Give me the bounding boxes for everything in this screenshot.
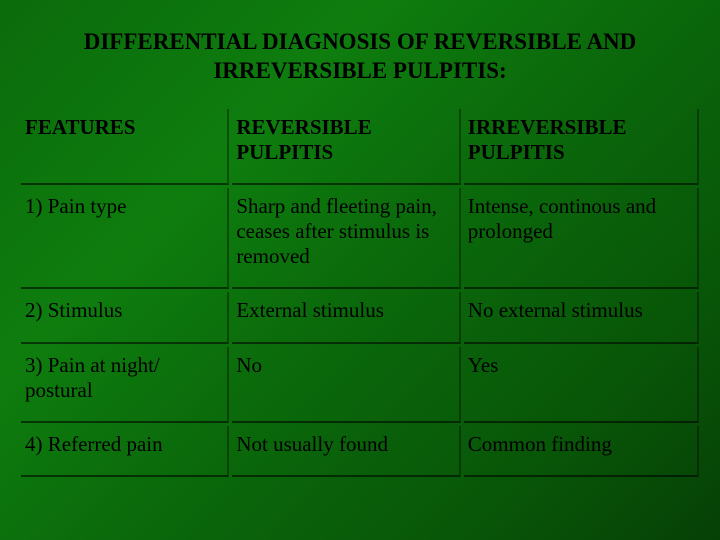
- feature-cell: 4) Referred pain: [21, 426, 229, 477]
- reversible-cell: External stimulus: [232, 292, 460, 343]
- irreversible-cell: No external stimulus: [464, 292, 699, 343]
- col-header-reversible: REVERSIBLE PULPITIS: [232, 109, 460, 185]
- col-header-irreversible: IRREVERSIBLE PULPITIS: [464, 109, 699, 185]
- reversible-cell: No: [232, 347, 460, 423]
- table-row: 4) Referred pain Not usually found Commo…: [21, 426, 699, 477]
- table-header-row: FEATURES REVERSIBLE PULPITIS IRREVERSIBL…: [21, 109, 699, 185]
- feature-cell: 3) Pain at night/ postural: [21, 347, 229, 423]
- irreversible-cell: Yes: [464, 347, 699, 423]
- feature-cell: 2) Stimulus: [21, 292, 229, 343]
- table-row: 2) Stimulus External stimulus No externa…: [21, 292, 699, 343]
- table-row: 3) Pain at night/ postural No Yes: [21, 347, 699, 423]
- reversible-cell: Not usually found: [232, 426, 460, 477]
- slide-title: DIFFERENTIAL DIAGNOSIS OF REVERSIBLE AND…: [28, 28, 692, 86]
- irreversible-cell: Common finding: [464, 426, 699, 477]
- reversible-cell: Sharp and fleeting pain, ceases after st…: [232, 188, 460, 290]
- feature-cell: 1) Pain type: [21, 188, 229, 290]
- col-header-features: FEATURES: [21, 109, 229, 185]
- comparison-table: FEATURES REVERSIBLE PULPITIS IRREVERSIBL…: [18, 106, 702, 481]
- irreversible-cell: Intense, continous and prolonged: [464, 188, 699, 290]
- table-row: 1) Pain type Sharp and fleeting pain, ce…: [21, 188, 699, 290]
